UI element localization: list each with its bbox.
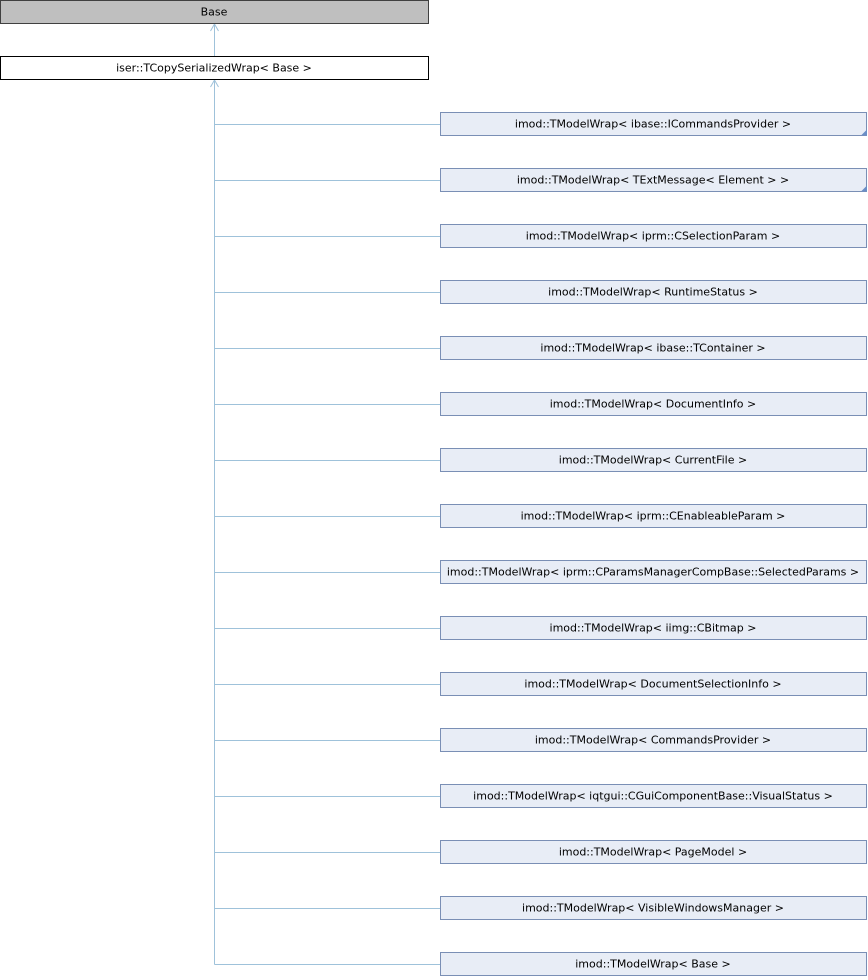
derived-class-box bbox=[440, 672, 867, 696]
derived-class-label: imod::TModelWrap< CurrentFile > bbox=[559, 454, 747, 467]
derived-class-box bbox=[440, 784, 867, 808]
truncation-marker bbox=[861, 129, 867, 136]
derived-class-box bbox=[440, 392, 867, 416]
derived-class-label: imod::TModelWrap< DocumentSelectionInfo … bbox=[524, 678, 781, 691]
derived-class-box bbox=[440, 112, 867, 136]
derived-class-box bbox=[440, 336, 867, 360]
truncation-marker bbox=[861, 185, 867, 192]
derived-class-box bbox=[440, 224, 867, 248]
derived-class-label: imod::TModelWrap< PageModel > bbox=[559, 846, 747, 859]
derived-class-label: imod::TModelWrap< Base > bbox=[575, 958, 730, 971]
derived-class-label: imod::TModelWrap< DocumentInfo > bbox=[550, 398, 757, 411]
derived-class-label: imod::TModelWrap< CommandsProvider > bbox=[535, 734, 771, 747]
derived-class-box bbox=[440, 560, 867, 584]
derived-class-box bbox=[440, 504, 867, 528]
derived-class-label: imod::TModelWrap< ibase::ICommandsProvid… bbox=[515, 118, 791, 131]
derived-class-box bbox=[440, 280, 867, 304]
derived-class-box bbox=[440, 448, 867, 472]
derived-class-label: imod::TModelWrap< iprm::CParamsManagerCo… bbox=[447, 566, 859, 579]
derived-class-label: imod::TModelWrap< VisibleWindowsManager … bbox=[522, 902, 784, 915]
class-label: Base bbox=[201, 6, 228, 19]
derived-class-label: imod::TModelWrap< iimg::CBitmap > bbox=[550, 622, 757, 635]
derived-class-label: imod::TModelWrap< iprm::CSelectionParam … bbox=[526, 230, 780, 243]
derived-class-box bbox=[440, 728, 867, 752]
derived-class-box bbox=[440, 840, 867, 864]
derived-class-box bbox=[440, 168, 867, 192]
derived-class-label: imod::TModelWrap< iprm::CEnableableParam… bbox=[521, 510, 786, 523]
derived-class-label: imod::TModelWrap< TExtMessage< Element >… bbox=[517, 174, 789, 187]
derived-class-box bbox=[440, 896, 867, 920]
class-box bbox=[0, 56, 429, 80]
derived-class-label: imod::TModelWrap< ibase::TContainer > bbox=[540, 342, 765, 355]
derived-class-label: imod::TModelWrap< iqtgui::CGuiComponentB… bbox=[473, 790, 833, 803]
derived-class-label: imod::TModelWrap< RuntimeStatus > bbox=[548, 286, 758, 299]
class-box bbox=[0, 0, 429, 24]
class-label: iser::TCopySerializedWrap< Base > bbox=[116, 62, 312, 75]
derived-class-box bbox=[440, 616, 867, 640]
